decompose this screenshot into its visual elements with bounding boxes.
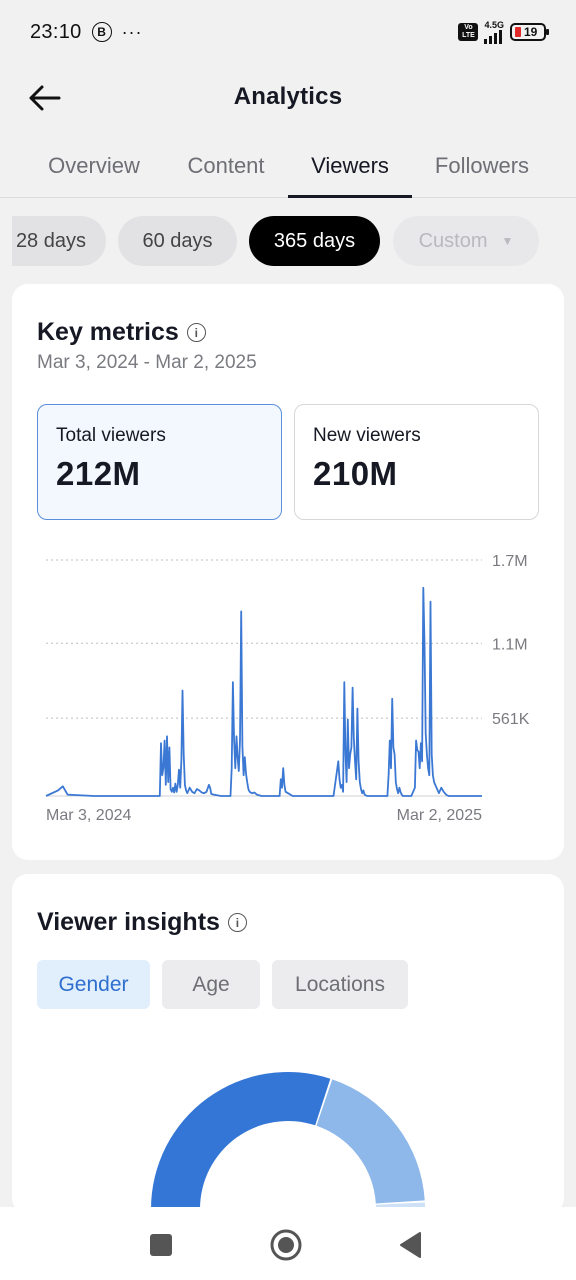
info-icon[interactable]: i	[227, 913, 247, 932]
signal-icon: 4.5G	[484, 19, 504, 44]
active-tab-indicator	[288, 195, 412, 198]
notification-b-icon: B	[91, 22, 112, 42]
page-title: Analytics	[233, 83, 343, 110]
metric-label: Total viewers	[56, 425, 166, 446]
more-notifications-icon: ···	[121, 21, 143, 42]
date-range-chips: 28 days 60 days 365 days Custom ▼	[12, 216, 564, 268]
system-nav-bar	[0, 1207, 576, 1280]
app-header: Analytics	[0, 64, 576, 130]
viewers-line-chart[interactable]: 1.7M 1.1M 561K Mar 3, 2024 Mar 2, 2025	[12, 534, 564, 834]
donut-slice[interactable]	[151, 1072, 331, 1209]
viewer-insights-heading: Viewer insights i	[37, 908, 247, 937]
caret-down-icon: ▼	[501, 234, 514, 248]
range-chip-custom[interactable]: Custom ▼	[393, 216, 539, 266]
info-icon[interactable]: i	[186, 323, 206, 342]
tab-followers[interactable]: Followers	[422, 140, 542, 198]
x-tick-label: Mar 3, 2024	[46, 807, 131, 824]
clock: 23:10	[30, 20, 82, 43]
nav-back-button[interactable]	[393, 1227, 429, 1263]
y-tick-label: 561K	[492, 711, 530, 728]
network-type: 4.5G	[484, 19, 504, 30]
metric-value: 210M	[313, 455, 398, 492]
square-icon	[150, 1234, 172, 1256]
tab-label: Content	[187, 153, 265, 178]
triangle-back-icon	[400, 1232, 421, 1258]
range-chip-60-days[interactable]: 60 days	[118, 216, 237, 266]
status-bar: 23:10 B ··· Vo LTE 4.5G 19	[0, 0, 576, 64]
recents-button[interactable]	[143, 1227, 179, 1263]
tab-viewers[interactable]: Viewers	[288, 140, 412, 198]
segment-label: Locations	[295, 972, 385, 996]
metric-value: 212M	[56, 455, 141, 492]
chip-label: 365 days	[273, 229, 356, 252]
card-title: Key metrics	[37, 318, 179, 346]
volte-icon: Vo LTE	[458, 23, 479, 41]
battery-icon: 19	[510, 23, 549, 41]
metric-new-viewers[interactable]: New viewers 210M	[294, 404, 539, 520]
viewer-insights-card: Viewer insights i Gender Age Locations	[12, 874, 564, 1214]
segment-gender[interactable]: Gender	[37, 960, 150, 1009]
range-chip-365-days[interactable]: 365 days	[249, 216, 380, 266]
circle-home-icon	[270, 1229, 302, 1261]
donut-slice[interactable]	[316, 1079, 425, 1204]
key-metrics-heading: Key metrics i	[37, 318, 206, 347]
segment-label: Gender	[58, 972, 129, 996]
tab-bar: Overview Content Viewers Followers	[0, 140, 576, 198]
metric-label: New viewers	[313, 425, 421, 446]
chip-label: Custom	[418, 229, 488, 252]
arrow-left-icon	[29, 85, 61, 111]
tab-label: Viewers	[311, 153, 389, 178]
tab-overview[interactable]: Overview	[36, 140, 152, 198]
segment-locations[interactable]: Locations	[272, 960, 408, 1009]
home-button[interactable]	[268, 1227, 304, 1263]
series-line-total-viewers	[45, 586, 482, 797]
chart-svg: 1.7M 1.1M 561K Mar 3, 2024 Mar 2, 2025	[45, 553, 530, 824]
tab-content[interactable]: Content	[174, 140, 278, 198]
chip-label: 60 days	[142, 229, 213, 252]
range-chip-28-days[interactable]: 28 days	[12, 216, 106, 266]
key-metrics-card: Key metrics i Mar 3, 2024 - Mar 2, 2025 …	[12, 284, 564, 860]
y-tick-label: 1.1M	[492, 636, 528, 653]
back-button[interactable]	[24, 78, 64, 118]
card-title: Viewer insights	[37, 908, 220, 936]
gender-donut-chart	[151, 1072, 425, 1209]
battery-level: 19	[524, 25, 538, 39]
segment-label: Age	[192, 972, 230, 996]
chip-label: 28 days	[15, 229, 86, 252]
date-range-text: Mar 3, 2024 - Mar 2, 2025	[37, 352, 257, 373]
tab-label: Followers	[434, 153, 530, 178]
y-tick-label: 1.7M	[492, 553, 528, 570]
metric-total-viewers[interactable]: Total viewers 212M	[37, 404, 282, 520]
segment-age[interactable]: Age	[162, 960, 260, 1009]
tab-label: Overview	[48, 153, 140, 178]
x-tick-label: Mar 2, 2025	[397, 807, 482, 824]
